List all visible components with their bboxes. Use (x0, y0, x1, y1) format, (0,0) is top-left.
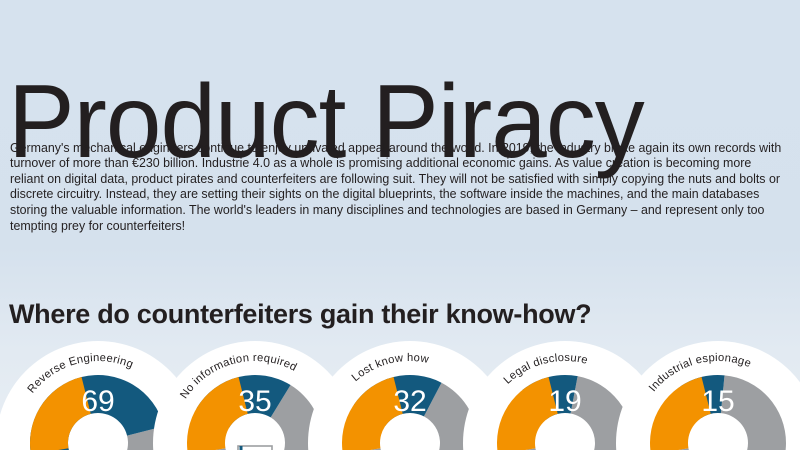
donut-chart-2: No information required 35 (152, 340, 358, 450)
donut-segment-orange (650, 377, 711, 450)
intro-paragraph: Germany's mechanical engineers continue … (10, 140, 782, 233)
donut-chart-4: Legal disclosure 19 (462, 340, 668, 450)
donut-segment-orange (497, 377, 558, 450)
donut-segment-grey (678, 375, 786, 450)
donut-chart-5: Industrial espionage 15 (615, 340, 800, 450)
donut-value-4: 19 (548, 385, 581, 418)
binoculars-icon (694, 446, 742, 450)
gear-icon (97, 444, 110, 450)
donut-value-3: 32 (393, 385, 426, 418)
donut-segment-orange (342, 377, 403, 450)
page-title: Product Piracy (8, 63, 645, 180)
lightbulb-icon (397, 445, 423, 450)
donut-chart-row: Reverse Engineering 69 No information re… (0, 340, 800, 450)
donut-segment-grey (58, 426, 166, 450)
donut-segment-grey (370, 382, 479, 450)
donut-segment-grey (215, 385, 323, 450)
donut-segment-grey (525, 376, 634, 450)
donut-value-5: 15 (701, 385, 734, 418)
donut-segment-orange (30, 377, 91, 450)
section-heading: Where do counterfeiters gain their know-… (9, 299, 592, 330)
donut-segment-orange (187, 377, 248, 450)
donut-chart-1: Reverse Engineering 69 (0, 340, 201, 450)
donut-value-2: 35 (238, 385, 271, 418)
document-icon (237, 445, 273, 450)
donut-chart-3: Lost know how 32 (307, 340, 513, 450)
donut-value-1: 69 (81, 385, 114, 418)
